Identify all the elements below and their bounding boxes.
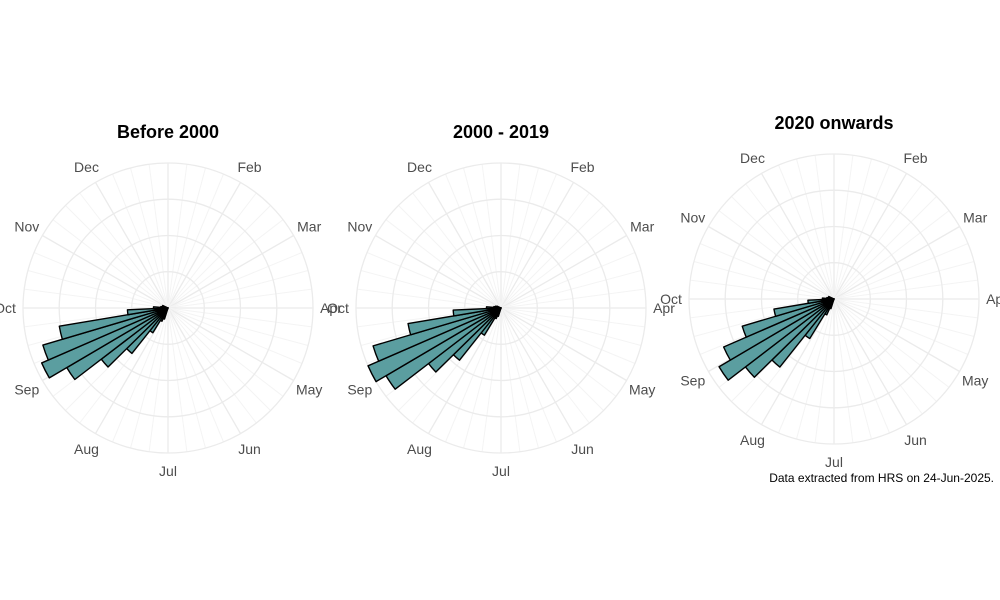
polar-bar-6	[722, 298, 835, 361]
month-labels: Dec Feb Mar Apr May Jun Jul Aug Sep Oct Nov	[0, 159, 342, 479]
polar-bar-8	[773, 298, 835, 317]
polar-grid	[355, 162, 647, 454]
month-label-nov: Nov	[347, 219, 372, 235]
month-label-jul: Jul	[159, 463, 177, 479]
grid-ring	[355, 162, 647, 454]
month-label-oct: Oct	[660, 291, 682, 307]
month-label-apr: Apr	[320, 300, 342, 316]
month-label-mar: Mar	[630, 219, 654, 235]
grid-ring	[797, 262, 871, 336]
polar-bar-9	[452, 307, 502, 317]
polar-bar-7	[741, 298, 835, 338]
polar-panel-2000-2019: Dec Feb Mar Apr May Jun Jul Aug Sep Oct Nov 2000 - …	[327, 122, 675, 479]
month-label-oct: Oct	[0, 300, 16, 316]
month-label-feb: Feb	[570, 159, 594, 175]
grid-ring	[22, 162, 314, 454]
month-label-jul: Jul	[825, 454, 843, 470]
polar-bar-13	[161, 304, 169, 309]
month-labels: Dec Feb Mar Apr May Jun Jul Aug Sep Oct Nov	[327, 159, 675, 479]
grid-ring	[131, 271, 205, 345]
month-label-sep: Sep	[14, 382, 39, 398]
panel-title: Before 2000	[117, 122, 219, 142]
month-label-sep: Sep	[347, 382, 372, 398]
grid-ring	[391, 198, 611, 418]
polar-panel-2020-onwards: Dec Feb Mar Apr May Jun Jul Aug Sep Oct Nov 2020 on…	[660, 113, 1000, 470]
month-label-nov: Nov	[14, 219, 39, 235]
month-label-mar: Mar	[963, 210, 987, 226]
month-label-may: May	[296, 382, 322, 398]
month-label-apr: Apr	[986, 291, 1000, 307]
panel-title: 2020 onwards	[774, 113, 893, 133]
month-label-oct: Oct	[327, 300, 349, 316]
polar-bar-9	[126, 307, 169, 316]
polar-bar-6	[367, 307, 502, 383]
month-label-dec: Dec	[740, 150, 765, 166]
polar-panel-before-2000: Dec Feb Mar Apr May Jun Jul Aug Sep Oct Nov Before …	[0, 122, 342, 479]
polar-bar-13	[827, 295, 835, 300]
month-label-may: May	[629, 382, 655, 398]
month-label-dec: Dec	[407, 159, 432, 175]
month-label-aug: Aug	[407, 441, 432, 457]
grid-ring	[688, 153, 980, 445]
month-label-nov: Nov	[680, 210, 705, 226]
month-label-mar: Mar	[297, 219, 321, 235]
month-label-aug: Aug	[740, 432, 765, 448]
grid-ring	[94, 234, 242, 382]
polar-bar-7	[42, 307, 169, 361]
panel-title: 2000 - 2019	[453, 122, 549, 142]
month-label-apr: Apr	[653, 300, 675, 316]
polar-grid	[688, 153, 980, 445]
month-label-jun: Jun	[571, 441, 594, 457]
month-label-aug: Aug	[74, 441, 99, 457]
month-label-feb: Feb	[903, 150, 927, 166]
month-labels: Dec Feb Mar Apr May Jun Jul Aug Sep Oct Nov	[660, 150, 1000, 470]
polar-grid	[22, 162, 314, 454]
grid-ring	[760, 225, 908, 373]
month-label-jul: Jul	[492, 463, 510, 479]
grid-ring	[427, 234, 575, 382]
month-label-sep: Sep	[680, 373, 705, 389]
polar-bar-5	[718, 298, 835, 381]
polar-bar-8	[58, 307, 169, 340]
polar-bars	[718, 295, 835, 381]
polar-bar-9	[807, 298, 835, 305]
polar-bars	[367, 305, 502, 390]
polar-bar-13	[496, 305, 502, 309]
month-label-dec: Dec	[74, 159, 99, 175]
grid-ring	[724, 189, 944, 409]
month-label-feb: Feb	[237, 159, 261, 175]
polar-bar-7	[372, 307, 502, 362]
month-label-may: May	[962, 373, 988, 389]
grid-ring	[58, 198, 278, 418]
polar-bar-8	[407, 307, 502, 336]
month-label-jun: Jun	[238, 441, 261, 457]
month-label-jun: Jun	[904, 432, 927, 448]
data-source-caption: Data extracted from HRS on 24-Jun-2025.	[769, 471, 994, 485]
polar-bars	[40, 304, 169, 381]
grid-ring	[464, 271, 538, 345]
polar-bar-6	[40, 307, 169, 379]
